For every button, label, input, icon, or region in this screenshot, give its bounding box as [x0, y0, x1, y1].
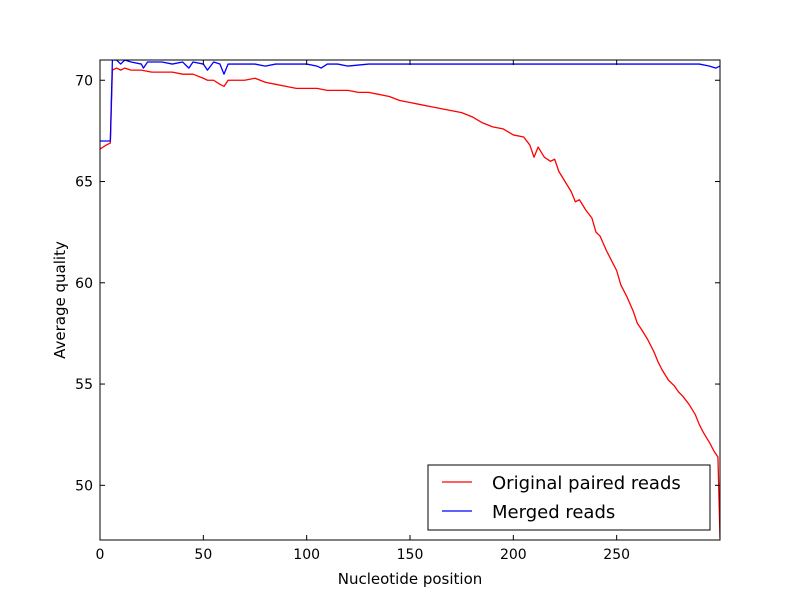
- series-line-original-paired-reads: [100, 67, 720, 538]
- x-tick-label: 200: [500, 547, 527, 563]
- legend-label-merged: Merged reads: [492, 502, 615, 523]
- x-tick-label: 150: [397, 547, 424, 563]
- legend-box: [427, 464, 711, 531]
- legend: Original paired reads Merged reads: [427, 464, 711, 531]
- x-tick-label: 0: [96, 547, 105, 563]
- x-axis-ticks: 0 50 100 150 200 250: [96, 60, 630, 563]
- y-axis-label: Average quality: [51, 241, 69, 359]
- legend-label-original: Original paired reads: [492, 473, 681, 494]
- y-tick-label: 60: [75, 276, 93, 292]
- series-layer: [100, 60, 720, 538]
- y-tick-label: 65: [75, 175, 93, 191]
- y-tick-label: 55: [75, 377, 93, 393]
- y-axis-ticks: 50 55 60 65 70: [75, 73, 720, 494]
- y-tick-label: 70: [75, 73, 93, 89]
- x-tick-label: 100: [293, 547, 320, 563]
- y-tick-label: 50: [75, 478, 93, 494]
- x-tick-label: 50: [194, 547, 212, 563]
- x-tick-label: 250: [603, 547, 630, 563]
- x-axis-label: Nucleotide position: [338, 570, 483, 588]
- series-line-merged-reads: [100, 60, 720, 142]
